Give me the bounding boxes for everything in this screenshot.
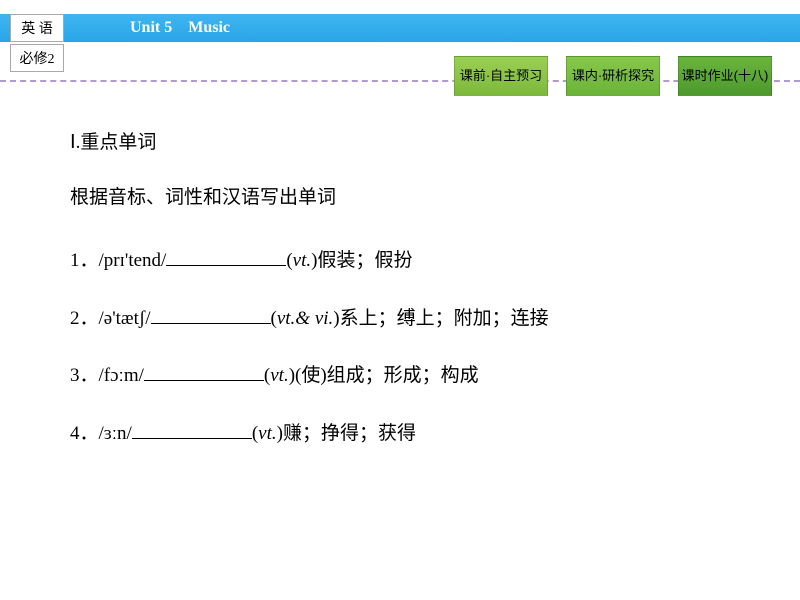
item-meaning: 系上；缚上；附加；连接 (340, 308, 549, 329)
vocab-item: 1．/prɪ'tend/(vt.)假装；假扮 (70, 245, 740, 274)
item-num: 4． (70, 423, 99, 444)
answer-blank[interactable] (144, 360, 264, 381)
tab-homework[interactable]: 课时作业(十八) (678, 56, 772, 96)
header-bar: Unit 5 Music (0, 14, 800, 42)
item-ipa: /ɜːn/ (99, 423, 132, 444)
subject-box: 英 语 (10, 14, 64, 42)
item-pos: vt. (258, 423, 276, 444)
item-num: 3． (70, 365, 99, 386)
instruction: 根据音标、词性和汉语写出单词 (70, 185, 740, 212)
item-pos: vt. (293, 250, 311, 271)
item-pos: vt.& vi. (277, 308, 333, 329)
item-num: 1． (70, 250, 99, 271)
tab-preview[interactable]: 课前·自主预习 (454, 56, 548, 96)
book-box: 必修2 (10, 44, 64, 72)
item-ipa: /prɪ'tend/ (99, 250, 167, 271)
item-ipa: /fɔːm/ (99, 365, 144, 386)
unit-title: Unit 5 Music (130, 19, 230, 36)
answer-blank[interactable] (151, 303, 271, 324)
vocab-item: 4．/ɜːn/(vt.)赚；挣得；获得 (70, 418, 740, 447)
answer-blank[interactable] (132, 418, 252, 439)
answer-blank[interactable] (166, 245, 286, 266)
section-title: Ⅰ.重点单词 (70, 130, 740, 157)
item-num: 2． (70, 308, 99, 329)
vocab-item: 2．/ə'tætʃ/(vt.& vi.)系上；缚上；附加；连接 (70, 303, 740, 332)
item-meaning: 假装；假扮 (317, 250, 412, 271)
vocab-item: 3．/fɔːm/(vt.)(使)组成；形成；构成 (70, 360, 740, 389)
item-meaning: (使)组成；形成；构成 (295, 365, 479, 386)
content-area: Ⅰ.重点单词 根据音标、词性和汉语写出单词 1．/prɪ'tend/(vt.)假… (70, 130, 740, 475)
tab-bar: 课前·自主预习 课内·研析探究 课时作业(十八) (454, 56, 772, 96)
item-meaning: 赚；挣得；获得 (283, 423, 416, 444)
item-ipa: /ə'tætʃ/ (99, 308, 151, 329)
tab-inclass[interactable]: 课内·研析探究 (566, 56, 660, 96)
item-pos: vt. (270, 365, 288, 386)
